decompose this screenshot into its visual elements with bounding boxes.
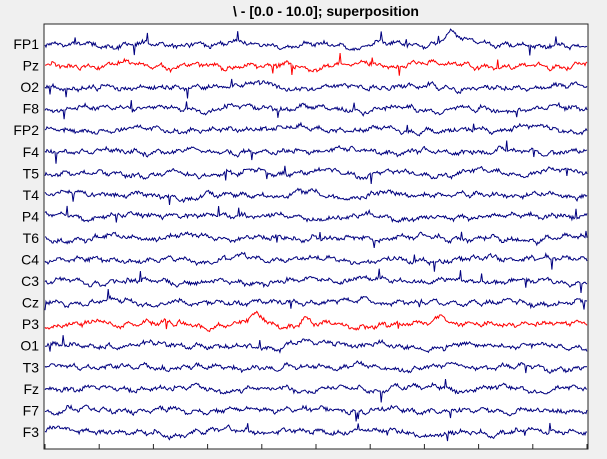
x-axis-ticks: [44, 444, 588, 449]
trace-p4: [44, 205, 588, 224]
channel-label-f4: F4: [23, 144, 40, 160]
trace-t5: [44, 165, 588, 184]
channel-label-fz: Fz: [23, 381, 39, 397]
trace-c4: [44, 251, 588, 272]
channel-label-p3: P3: [22, 316, 39, 332]
channel-label-o2: O2: [20, 79, 39, 95]
channel-label-f8: F8: [23, 101, 40, 117]
channel-label-pz: Pz: [23, 58, 39, 74]
channel-label-t5: T5: [23, 165, 40, 181]
channel-label-t4: T4: [23, 187, 40, 203]
trace-f3: [44, 422, 588, 442]
trace-p3: [44, 310, 588, 333]
trace-t6: [44, 230, 588, 248]
channel-label-f7: F7: [23, 402, 40, 418]
channel-label-fp1: FP1: [13, 36, 39, 52]
trace-c3: [44, 268, 588, 294]
channel-label-o1: O1: [20, 338, 39, 354]
trace-f8: [44, 100, 588, 120]
trace-t4: [44, 187, 588, 205]
channel-label-c3: C3: [21, 273, 39, 289]
trace-fp2: [44, 121, 588, 137]
channel-label-c4: C4: [21, 252, 39, 268]
trace-f7: [44, 404, 588, 422]
channel-label-fp2: FP2: [13, 122, 39, 138]
trace-cz: [44, 288, 588, 311]
trace-pz: [44, 52, 588, 76]
eeg-traces: [44, 28, 588, 442]
channel-label-f3: F3: [23, 424, 40, 440]
channel-label-t3: T3: [23, 359, 40, 375]
channel-labels: FP1 Pz O2 F8 FP2 F4 T5 T4 P4 T6 C4 C3 Cz P3 O1 T3 Fz F7 F3: [13, 36, 39, 440]
trace-f4: [44, 140, 588, 164]
trace-fp1: [44, 28, 588, 56]
channel-label-p4: P4: [22, 208, 39, 224]
trace-fz: [44, 378, 588, 403]
channel-label-t6: T6: [23, 230, 40, 246]
chart-title: \ - [0.0 - 10.0]; superposition: [233, 3, 419, 19]
trace-o2: [44, 78, 588, 99]
channel-label-cz: Cz: [22, 295, 39, 311]
trace-t3: [44, 360, 588, 375]
trace-o1: [45, 335, 588, 354]
